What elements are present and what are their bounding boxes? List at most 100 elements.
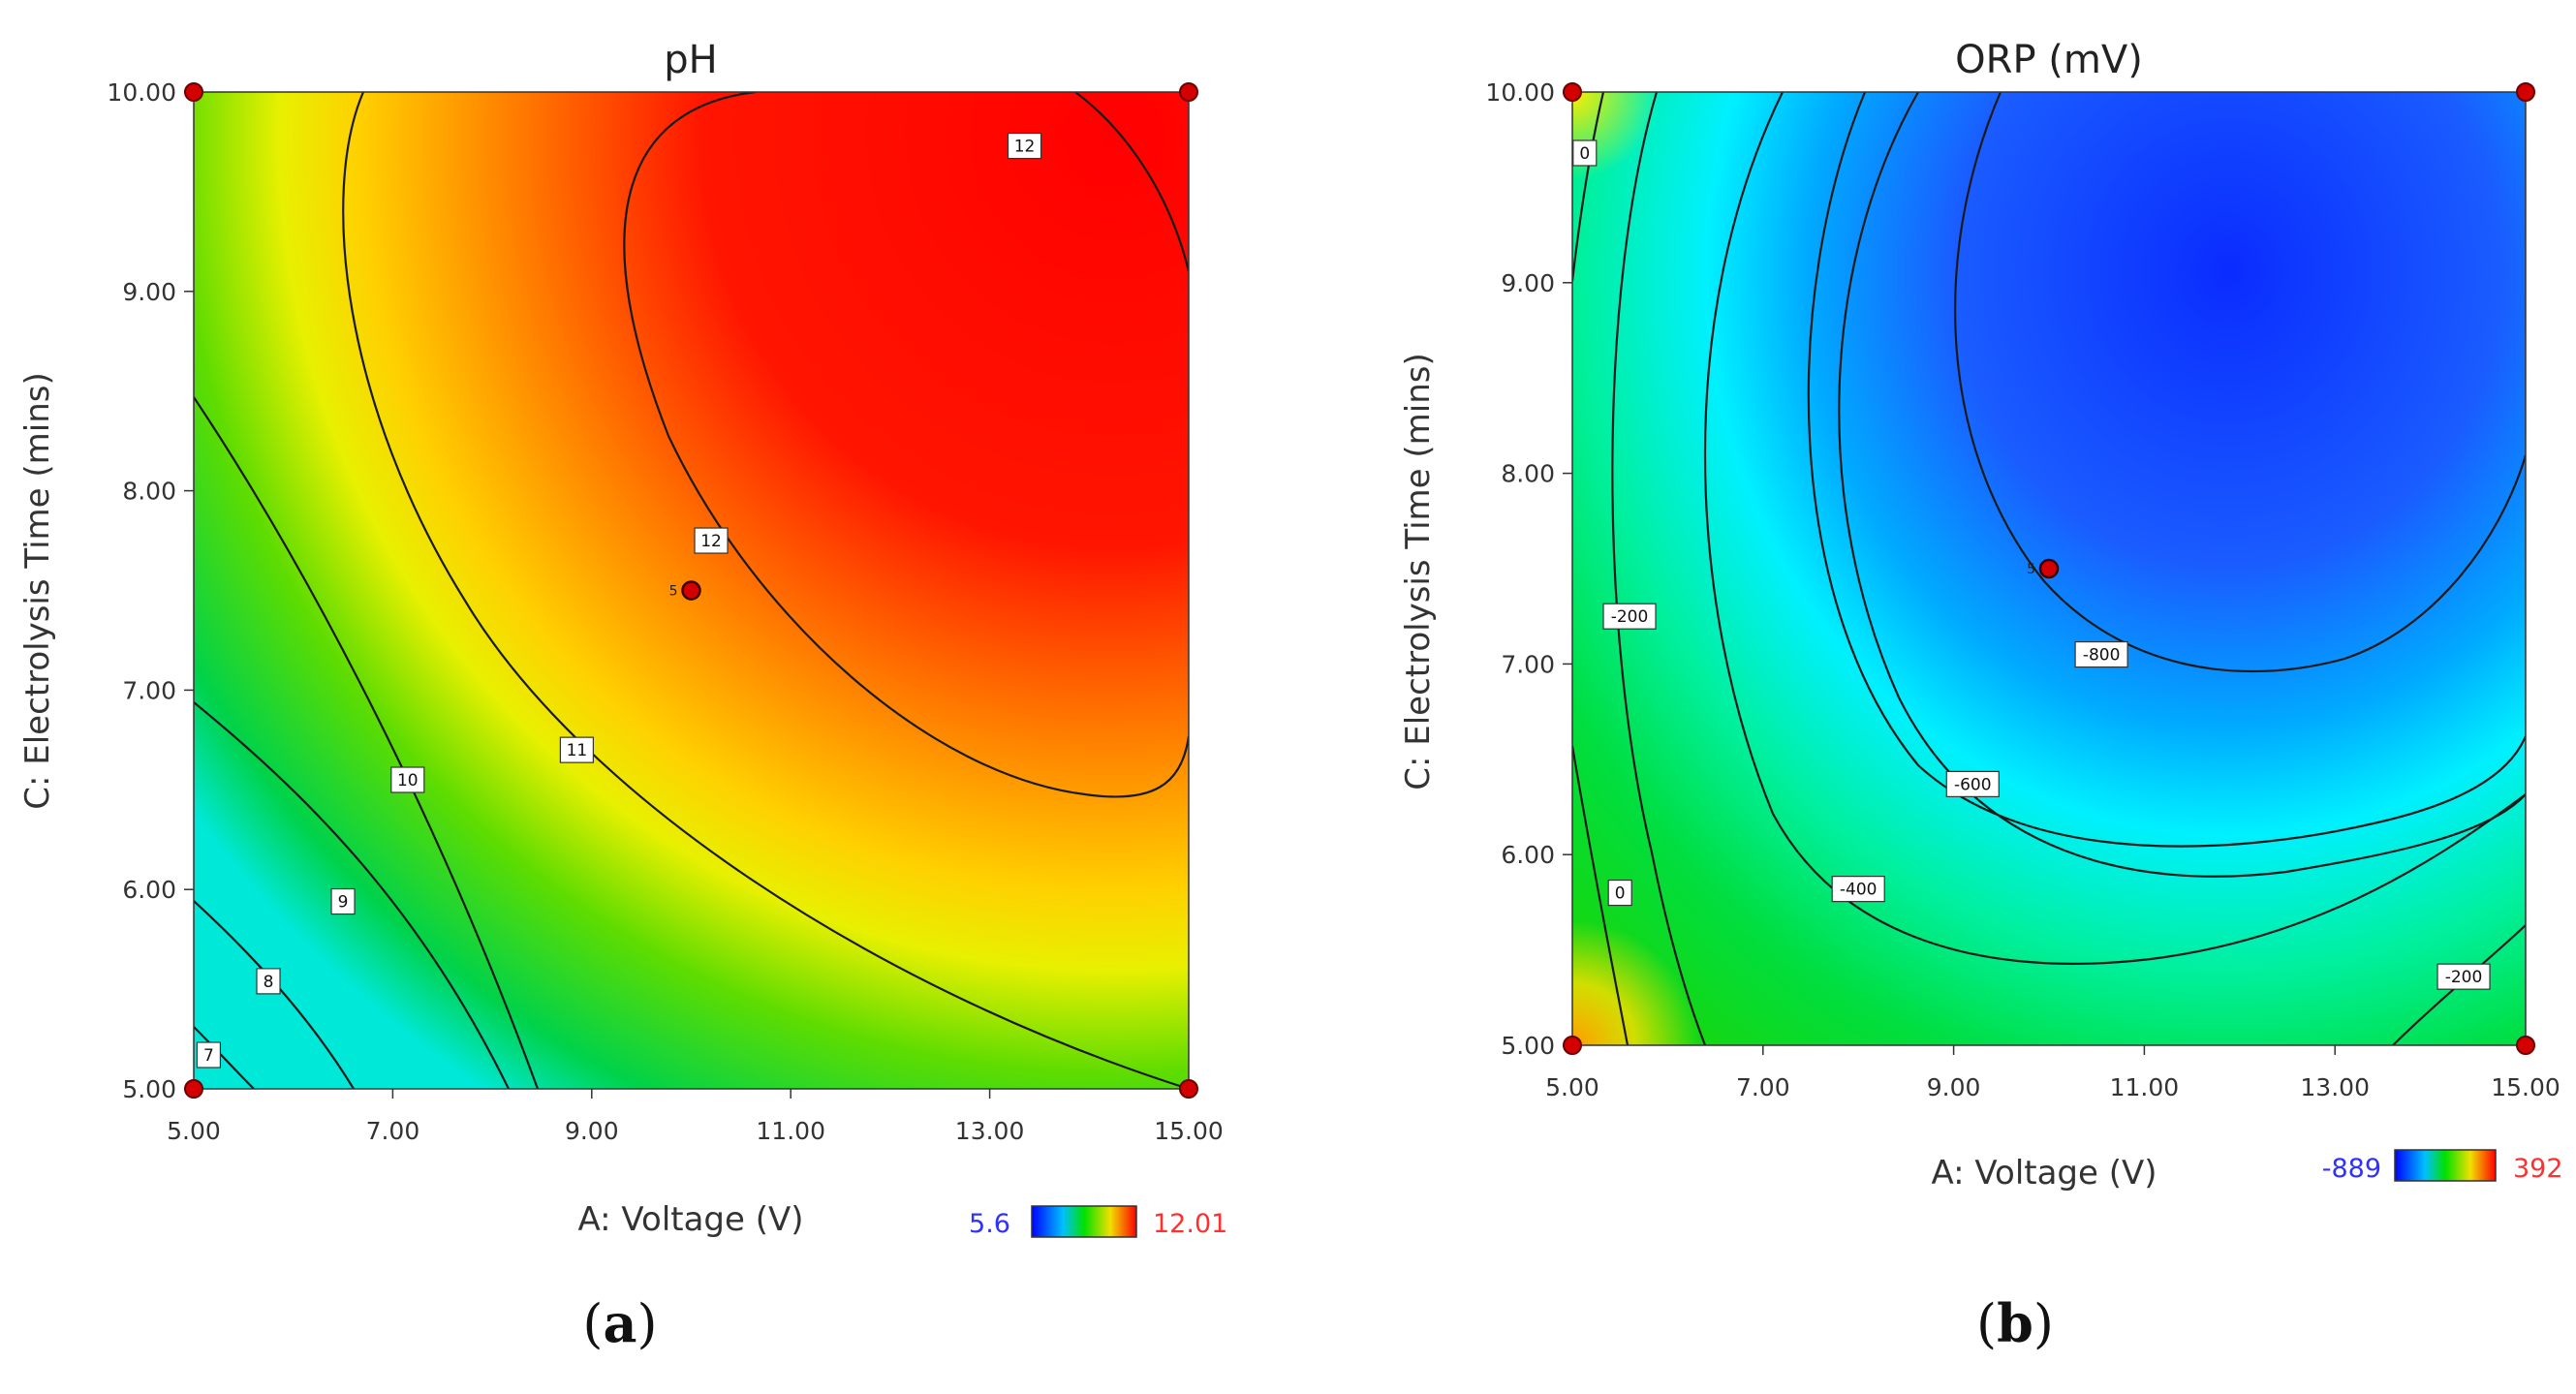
ph-contour-10 — [194, 396, 540, 1089]
ph-contour-labels: 7 8 9 10 11 12 12 — [196, 132, 1042, 1069]
orp-design-point — [1563, 1036, 1582, 1055]
ph-y-tick-label: 6.00 — [122, 876, 176, 904]
orp-colorbar: -889 392 — [2322, 1149, 2563, 1184]
orp-title: ORP (mV) — [1955, 38, 2143, 82]
orp-panel: ORP (mV) 0 -200 0 -400 -600 -800 -200 5.00 7.00… — [1399, 38, 2563, 1354]
ph-center-point-label: 5 — [669, 584, 678, 600]
orp-contour-label-text: -200 — [2445, 968, 2483, 987]
orp-contour-label-text: -800 — [2083, 646, 2121, 666]
ph-center-point — [681, 580, 701, 601]
ph-colorbar-bar — [1031, 1205, 1137, 1238]
orp-contour-label: 0 — [1572, 139, 1598, 167]
orp-contour-800 — [1954, 92, 2526, 673]
ph-x-tick-label: 9.00 — [565, 1117, 619, 1145]
ph-x-tick-label: 5.00 — [167, 1117, 221, 1145]
orp-y-tick-label: 10.00 — [1485, 78, 1555, 107]
orp-x-tick-label: 13.00 — [2300, 1073, 2370, 1101]
ph-contour-label: 12 — [694, 527, 729, 554]
ph-contour-label-box — [256, 968, 281, 995]
orp-contour-label-box — [1572, 139, 1598, 167]
ph-contour-label-text: 12 — [1014, 138, 1036, 157]
ph-contour-7 — [194, 1026, 255, 1089]
ph-contour-label-text: 12 — [700, 532, 722, 551]
ph-contour-label: 8 — [256, 968, 281, 995]
ph-design-point — [1179, 82, 1198, 102]
ph-y-tick-label: 7.00 — [122, 676, 176, 704]
ph-contour-9 — [194, 701, 510, 1089]
orp-contour-600 — [1838, 92, 2526, 878]
ph-contour-label: 9 — [330, 887, 356, 915]
ph-caption-close: ) — [637, 1293, 658, 1354]
ph-contour-label: 10 — [390, 766, 425, 793]
orp-corner-glow — [1572, 852, 1766, 1045]
ph-title: pH — [664, 38, 717, 82]
orp-y-tick-label: 8.00 — [1501, 460, 1555, 488]
orp-y-axis-label: C: Electrolysis Time (mins) — [1399, 353, 1438, 790]
ph-colorbar-min: 5.6 — [969, 1209, 1010, 1239]
ph-y-tick-label: 8.00 — [122, 478, 176, 506]
ph-y-axis-label: C: Electrolysis Time (mins) — [18, 372, 57, 810]
ph-contour-label-box — [694, 527, 729, 554]
orp-design-point — [2516, 1036, 2535, 1055]
orp-x-tick-label: 11.00 — [2110, 1073, 2180, 1101]
orp-colorbar-max: 392 — [2513, 1154, 2563, 1184]
ph-y-tick-label: 10.00 — [107, 78, 176, 107]
orp-contour-label-text: 0 — [1615, 884, 1626, 904]
orp-panel-caption: (b) — [1976, 1292, 2054, 1354]
orp-contour-label-text: -200 — [1611, 607, 1649, 627]
orp-contour-label: -400 — [1831, 876, 1885, 903]
ph-caption-open: ( — [582, 1293, 603, 1354]
orp-contour-label-box — [2074, 640, 2128, 668]
ph-contour-label-box — [559, 736, 594, 763]
orp-caption-letter: b — [1997, 1292, 2033, 1354]
orp-center-point-label: 5 — [2027, 562, 2035, 577]
ph-contour-11 — [342, 92, 1189, 1089]
orp-y-tick-label: 9.00 — [1501, 269, 1555, 297]
ph-y-tick-label: 9.00 — [122, 278, 176, 306]
ph-contour-label: 11 — [559, 736, 594, 763]
ph-contour-label: 12 — [1007, 132, 1042, 160]
ph-design-point — [1179, 1079, 1198, 1099]
ph-x-tick-label: 7.00 — [366, 1117, 420, 1145]
orp-contour-labels: 0 -200 0 -400 -600 -800 -200 — [1572, 139, 2491, 990]
orp-contour-label-box — [1831, 876, 1885, 903]
orp-design-points: 5 — [1563, 82, 2535, 1055]
orp-colorbar-min: -889 — [2322, 1154, 2381, 1184]
orp-contour-0-bottom — [1572, 745, 1629, 1045]
orp-x-tick-label: 7.00 — [1736, 1073, 1790, 1101]
orp-design-point — [1563, 82, 1582, 102]
ph-panel-caption: (a) — [582, 1292, 657, 1354]
ph-design-points: 5 — [184, 82, 1198, 1099]
ph-colorbar: 5.6 12.01 — [969, 1205, 1227, 1239]
ph-x-tick-label: 15.00 — [1154, 1117, 1224, 1145]
orp-contour-0-top — [1572, 92, 1605, 282]
ph-caption-letter: a — [604, 1292, 637, 1354]
ph-contour-label-text: 10 — [397, 771, 419, 790]
orp-colorbar-bar — [2394, 1149, 2497, 1182]
ph-ticks: 5.00 7.00 9.00 11.00 13.00 15.00 5.00 6.00 7.00 8… — [107, 78, 1223, 1145]
orp-contour-label: 0 — [1607, 879, 1632, 907]
orp-ticks: 5.00 7.00 9.00 11.00 13.00 15.00 5.00 6.00 7.00 8… — [1485, 78, 2560, 1101]
ph-contour-label-text: 8 — [264, 973, 274, 992]
orp-x-tick-label: 5.00 — [1545, 1073, 1599, 1101]
orp-plot-frame — [1571, 91, 2527, 1046]
orp-x-tick-label: 9.00 — [1927, 1073, 1981, 1101]
ph-contour-12 — [623, 92, 1189, 798]
ph-contour-label-text: 9 — [338, 893, 349, 913]
ph-contour-12-right — [1074, 92, 1189, 272]
ph-x-axis-label: A: Voltage (V) — [577, 1200, 803, 1239]
ph-design-point — [184, 1079, 203, 1099]
orp-contour-label: -600 — [1945, 770, 2000, 797]
orp-contour-label-text: -600 — [1954, 775, 1992, 794]
orp-x-tick-label: 15.00 — [2491, 1073, 2560, 1101]
ph-y-tick-label: 5.00 — [122, 1075, 176, 1103]
orp-contour-label-box — [1602, 603, 1657, 630]
orp-x-axis-label: A: Voltage (V) — [1931, 1154, 2157, 1193]
ph-panel: pH 7 8 9 10 11 12 12 5.00 7.00 9.00 11.00 13.00 15.… — [18, 38, 1227, 1354]
orp-caption-close: ) — [2033, 1293, 2054, 1354]
ph-contour-label-box — [330, 887, 356, 915]
ph-contour-label: 7 — [196, 1041, 222, 1069]
ph-colorbar-max: 12.01 — [1153, 1209, 1227, 1239]
ph-contour-label-text: 7 — [203, 1046, 214, 1066]
